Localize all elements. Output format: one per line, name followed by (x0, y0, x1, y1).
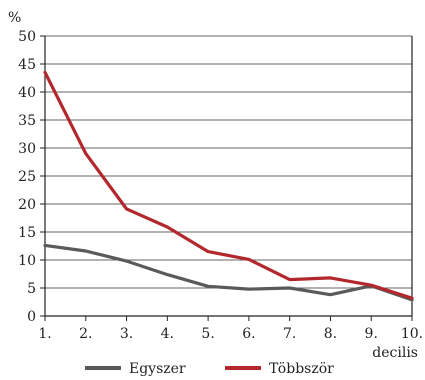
x-tick-label: 1. (38, 326, 51, 342)
x-tick-label: 5. (201, 326, 214, 342)
y-tick-label: 30 (18, 141, 36, 157)
x-tick-label: 2. (79, 326, 92, 342)
x-tick-label: 4. (161, 326, 174, 342)
y-tick-label: 25 (18, 169, 36, 185)
x-tick-label: 6. (242, 326, 255, 342)
y-tick-label: 50 (18, 29, 36, 45)
y-tick-label: 10 (18, 253, 36, 269)
x-tick-label: 9. (365, 326, 378, 342)
x-tick-label: 3. (120, 326, 133, 342)
series-line-1 (45, 72, 412, 298)
x-axis-label: decilis (372, 345, 418, 361)
legend: Egyszer Többször (85, 361, 334, 377)
series-lines (45, 72, 412, 299)
y-tick-label: 0 (27, 309, 36, 325)
y-tick-label: 35 (18, 113, 36, 129)
y-tick-label: 15 (18, 225, 36, 241)
axes (40, 36, 412, 321)
x-tick-label: 10. (401, 326, 423, 342)
grid-lines (45, 36, 412, 288)
legend-label-1: Többször (269, 361, 334, 377)
legend-label-0: Egyszer (129, 361, 186, 377)
y-axis-unit: % (8, 10, 21, 26)
tick-labels: 0 5 10 15 20 25 30 35 40 45 50 1. 2. 3. 4. 5. 6. 7. 8. 9. 10… (18, 29, 423, 342)
y-tick-label: 40 (18, 85, 36, 101)
y-tick-label: 45 (18, 57, 36, 73)
x-tick-label: 7. (283, 326, 296, 342)
series-line-0 (45, 245, 412, 299)
y-tick-label: 20 (18, 197, 36, 213)
y-tick-label: 5 (27, 281, 36, 297)
x-tick-label: 8. (324, 326, 337, 342)
